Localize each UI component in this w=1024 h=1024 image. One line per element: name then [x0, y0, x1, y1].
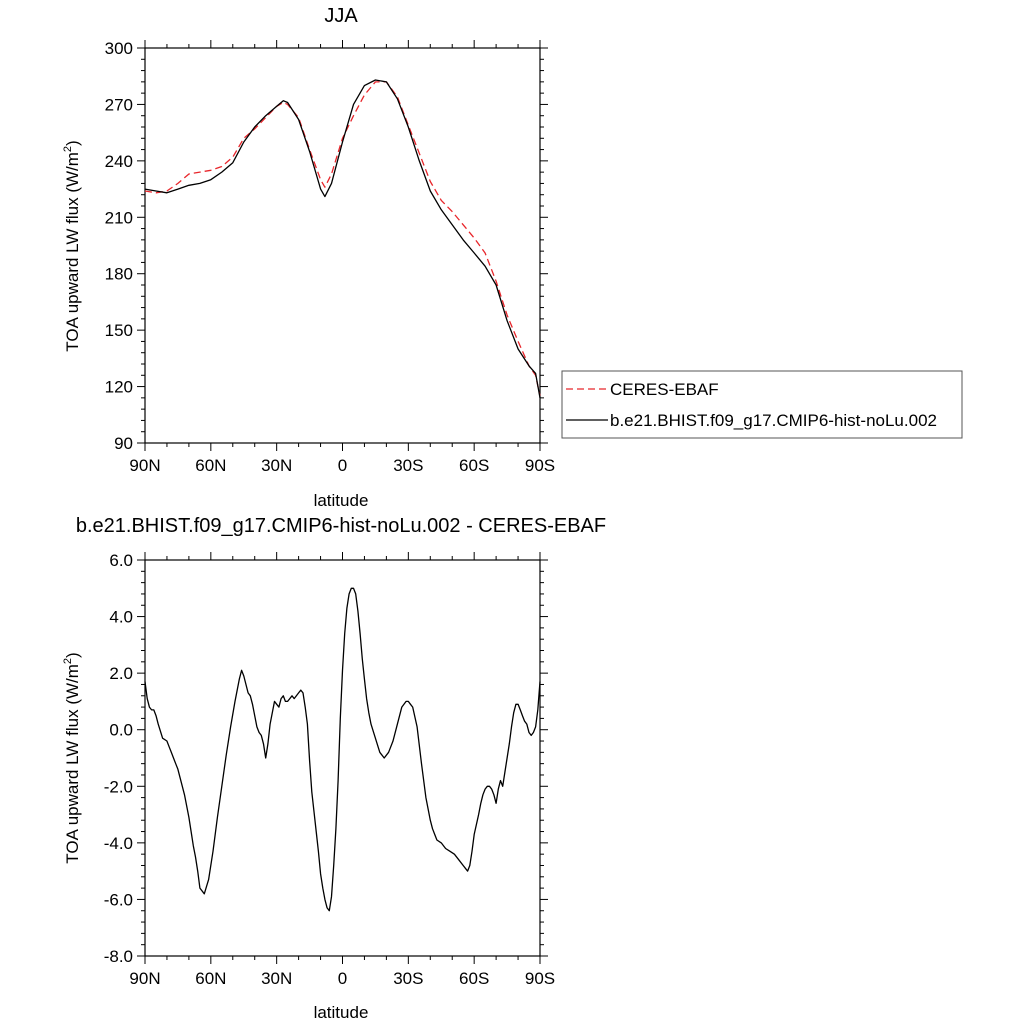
bottom-x-tick-label: 30S [393, 969, 423, 988]
bottom-x-tick-label: 90S [525, 969, 555, 988]
top-series-line-0 [144, 81, 541, 397]
legend-box [561, 370, 963, 439]
bottom-y-tick-label: 2.0 [109, 664, 133, 683]
bottom-x-tick-label: 60S [459, 969, 489, 988]
bottom-y-axis-label-sup: 2 [62, 658, 74, 664]
bottom-y-tick-label: 4.0 [109, 608, 133, 627]
top-x-tick-label: 90N [129, 456, 160, 475]
top-y-axis-label: TOA upward LW flux (W/m2) [62, 140, 82, 351]
bottom-x-tick-labels: 90N 60N 30N 0 30S 60S 90S [129, 969, 555, 988]
top-y-tick-labels: 90 120 150 180 210 240 270 300 [105, 39, 133, 453]
top-y-tick-label: 180 [105, 265, 133, 284]
bottom-x-tick-label: 60N [195, 969, 226, 988]
top-x-tick-label: 30N [261, 456, 292, 475]
bottom-x-tick-label: 30N [261, 969, 292, 988]
top-series-lines [144, 79, 541, 399]
bottom-y-axis-label-close: ) [63, 652, 82, 658]
top-panel: JJA 90 120 150 180 210 240 270 300 90N 60N 30N 0 30… [62, 5, 963, 510]
bottom-y-tick-label: 6.0 [109, 551, 133, 570]
top-x-tick-label: 0 [338, 456, 347, 475]
bottom-y-axis-label: TOA upward LW flux (W/m2) [62, 652, 82, 863]
bottom-x-axis-label: latitude [314, 1003, 369, 1022]
top-y-tick-label: 150 [105, 321, 133, 340]
bottom-panel: b.e21.BHIST.f09_g17.CMIP6-hist-noLu.002 … [62, 515, 606, 1022]
bottom-y-axis-label-main: TOA upward LW flux (W/m [63, 664, 82, 864]
top-panel-title: JJA [324, 5, 358, 27]
bottom-x-tick-label: 90N [129, 969, 160, 988]
legend-label-model: b.e21.BHIST.f09_g17.CMIP6-hist-noLu.002 [610, 411, 937, 430]
top-plot-frame [144, 47, 541, 444]
legend-label-ceres: CERES-EBAF [610, 380, 719, 399]
bottom-y-tick-label: -4.0 [104, 834, 133, 853]
top-y-axis-label-main: TOA upward LW flux (W/m [63, 152, 82, 352]
top-series-line-1 [144, 79, 541, 399]
top-y-tick-label: 300 [105, 39, 133, 58]
top-y-tick-label: 90 [114, 434, 133, 453]
bottom-y-tick-label: -2.0 [104, 777, 133, 796]
top-x-tick-labels: 90N 60N 30N 0 30S 60S 90S [129, 456, 555, 475]
top-y-tick-label: 120 [105, 378, 133, 397]
bottom-y-tick-label: -6.0 [104, 890, 133, 909]
top-y-axis-label-sup: 2 [62, 146, 74, 152]
bottom-series-line-0 [144, 587, 541, 912]
bottom-y-tick-labels: -8.0 -6.0 -4.0 -2.0 0.0 2.0 4.0 6.0 [104, 551, 133, 966]
top-x-tick-label: 90S [525, 456, 555, 475]
bottom-series-lines [144, 587, 541, 912]
bottom-panel-title: b.e21.BHIST.f09_g17.CMIP6-hist-noLu.002 … [76, 515, 606, 537]
top-axis-ticks [137, 40, 548, 451]
legend: CERES-EBAF b.e21.BHIST.f09_g17.CMIP6-his… [561, 370, 963, 439]
bottom-x-tick-label: 0 [338, 969, 347, 988]
top-y-axis-label-close: ) [63, 140, 82, 146]
top-y-tick-label: 270 [105, 95, 133, 114]
top-x-axis-label: latitude [314, 491, 369, 510]
top-x-tick-label: 30S [393, 456, 423, 475]
top-y-tick-label: 240 [105, 152, 133, 171]
bottom-plot-frame [144, 559, 541, 957]
top-y-tick-label: 210 [105, 208, 133, 227]
bottom-y-tick-label: -8.0 [104, 947, 133, 966]
top-x-tick-label: 60S [459, 456, 489, 475]
top-x-tick-label: 60N [195, 456, 226, 475]
bottom-y-tick-label: 0.0 [109, 721, 133, 740]
bottom-axis-ticks [137, 552, 548, 964]
